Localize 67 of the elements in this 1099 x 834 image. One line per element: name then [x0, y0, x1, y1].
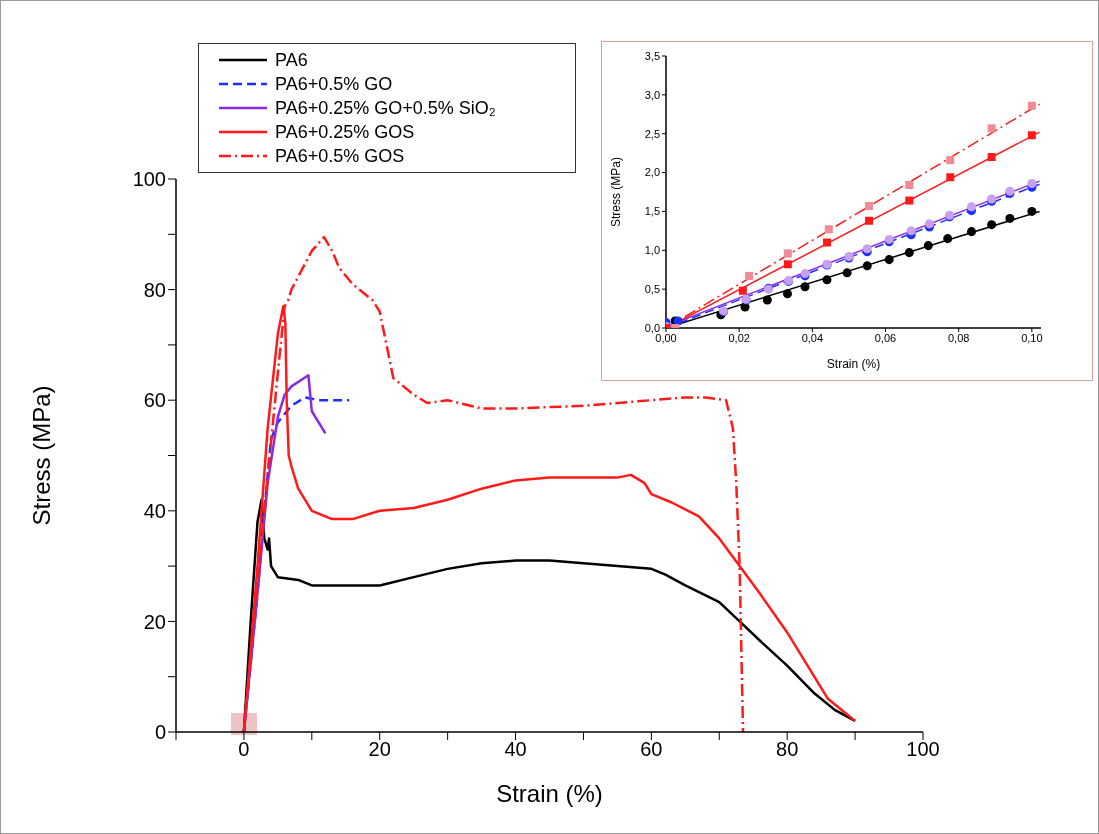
x-tick-label: 100 — [906, 738, 940, 761]
legend-label: PA6+0.25% GOS — [275, 121, 415, 144]
point — [987, 124, 996, 133]
legend-label: PA6+0.5% GO — [275, 73, 393, 96]
point — [738, 286, 747, 295]
point — [906, 226, 916, 236]
y-tick-label: 40 — [143, 499, 166, 522]
point — [822, 238, 831, 247]
y-tick-label: 0,5 — [644, 283, 660, 296]
y-tick-label: 60 — [143, 389, 166, 412]
x-tick-label: 0,10 — [1021, 331, 1043, 344]
point — [745, 271, 754, 280]
point — [762, 295, 772, 305]
y-tick-label: 0 — [154, 721, 166, 744]
y-axis-title: Stress (MPa) — [27, 385, 55, 526]
point — [865, 201, 874, 210]
y-tick-label: 100 — [132, 168, 166, 191]
y-tick-label: 2,5 — [644, 127, 660, 140]
point — [783, 249, 792, 258]
point — [842, 268, 852, 278]
x-axis-title: Strain (%) — [496, 780, 603, 807]
legend-label: PA6+0.25% GO+0.5% SiO₂ — [275, 97, 496, 120]
point — [800, 282, 810, 292]
y-axis-title: Stress (MPa) — [609, 156, 624, 228]
point — [783, 260, 792, 269]
point — [1027, 131, 1036, 140]
x-tick-label: 40 — [504, 738, 527, 761]
point — [966, 227, 976, 237]
x-tick-label: 0,02 — [728, 331, 750, 344]
point — [923, 241, 933, 251]
point — [1005, 213, 1015, 223]
point — [782, 289, 792, 299]
point — [865, 216, 874, 225]
point — [987, 220, 997, 230]
point — [966, 202, 976, 212]
x-tick-label: 80 — [776, 738, 799, 761]
y-tick-label: 2,0 — [644, 166, 660, 179]
point — [904, 248, 914, 258]
x-tick-label: 0,04 — [801, 331, 824, 344]
point — [987, 153, 996, 162]
legend-label: PA6+0.5% GOS — [275, 145, 405, 168]
x-tick-label: 0,06 — [874, 331, 897, 344]
point — [1027, 206, 1037, 216]
x-tick-label: 20 — [368, 738, 391, 761]
y-tick-label: 20 — [143, 610, 166, 633]
point — [905, 181, 914, 190]
point — [946, 156, 955, 165]
x-axis-title: Strain (%) — [826, 357, 881, 371]
point — [884, 255, 894, 265]
y-tick-label: 80 — [143, 278, 166, 301]
point — [822, 275, 832, 285]
y-tick-label: 1,0 — [644, 244, 660, 257]
point — [946, 173, 955, 182]
y-tick-label: 3,0 — [644, 88, 660, 101]
y-tick-label: 1,5 — [644, 205, 660, 218]
point — [1027, 101, 1036, 110]
x-tick-label: 0,08 — [947, 331, 970, 344]
point — [862, 261, 872, 271]
point — [824, 225, 833, 234]
point — [905, 196, 914, 205]
x-tick-label: 0,00 — [655, 331, 677, 344]
point — [1027, 178, 1037, 188]
y-tick-label: 0,0 — [644, 321, 660, 334]
legend-label: PA6 — [275, 49, 308, 72]
point — [943, 234, 953, 244]
y-tick-label: 3,5 — [644, 49, 660, 62]
x-tick-label: 0 — [238, 738, 250, 761]
